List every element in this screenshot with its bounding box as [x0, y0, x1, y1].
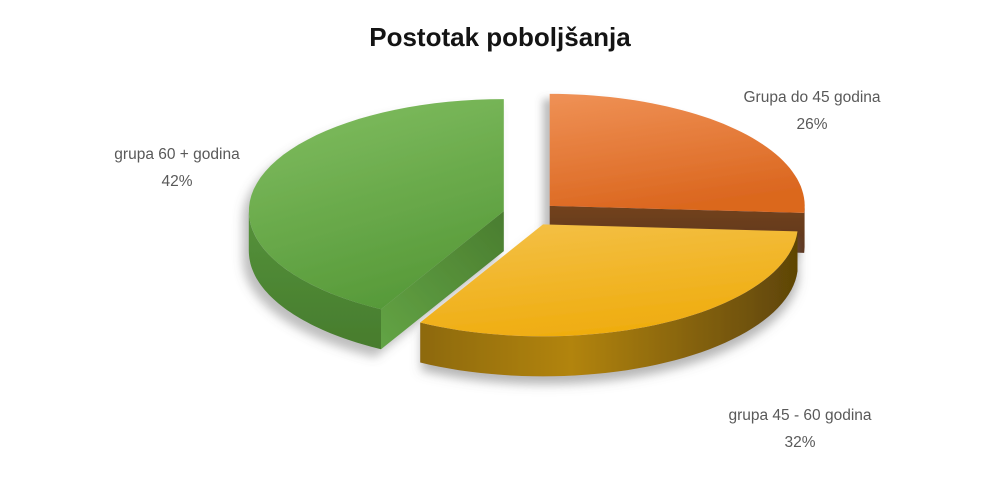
- pie-slice-grupa-45-60: [420, 224, 798, 377]
- slice-top-face: [420, 224, 798, 337]
- slice-rim-wall: [420, 231, 798, 377]
- chart-title: Postotak poboljšanja: [369, 22, 631, 52]
- slice-percent-text: 42%: [161, 173, 193, 190]
- slice-percent-text: 32%: [784, 434, 816, 451]
- slice-label-text: grupa 45 - 60 godina: [728, 407, 872, 424]
- slice-top-face: [549, 93, 805, 213]
- slice-radial-wall: [381, 211, 504, 350]
- slice-rim-wall: [804, 205, 805, 253]
- slice-label-grupa-do-45: Grupa do 45 godina 26%: [662, 84, 962, 138]
- slice-label-text: grupa 60 + godina: [114, 146, 240, 163]
- slice-top-face: [248, 99, 504, 310]
- slice-label-text: Grupa do 45 godina: [743, 89, 881, 106]
- slice-label-grupa-60-plus: grupa 60 + godina 42%: [27, 141, 327, 195]
- slice-rim-wall: [248, 211, 381, 350]
- slice-label-grupa-45-60: grupa 45 - 60 godina 32%: [650, 402, 950, 456]
- pie-slice-grupa-60-plus: [248, 99, 504, 350]
- slice-percent-text: 26%: [796, 116, 828, 133]
